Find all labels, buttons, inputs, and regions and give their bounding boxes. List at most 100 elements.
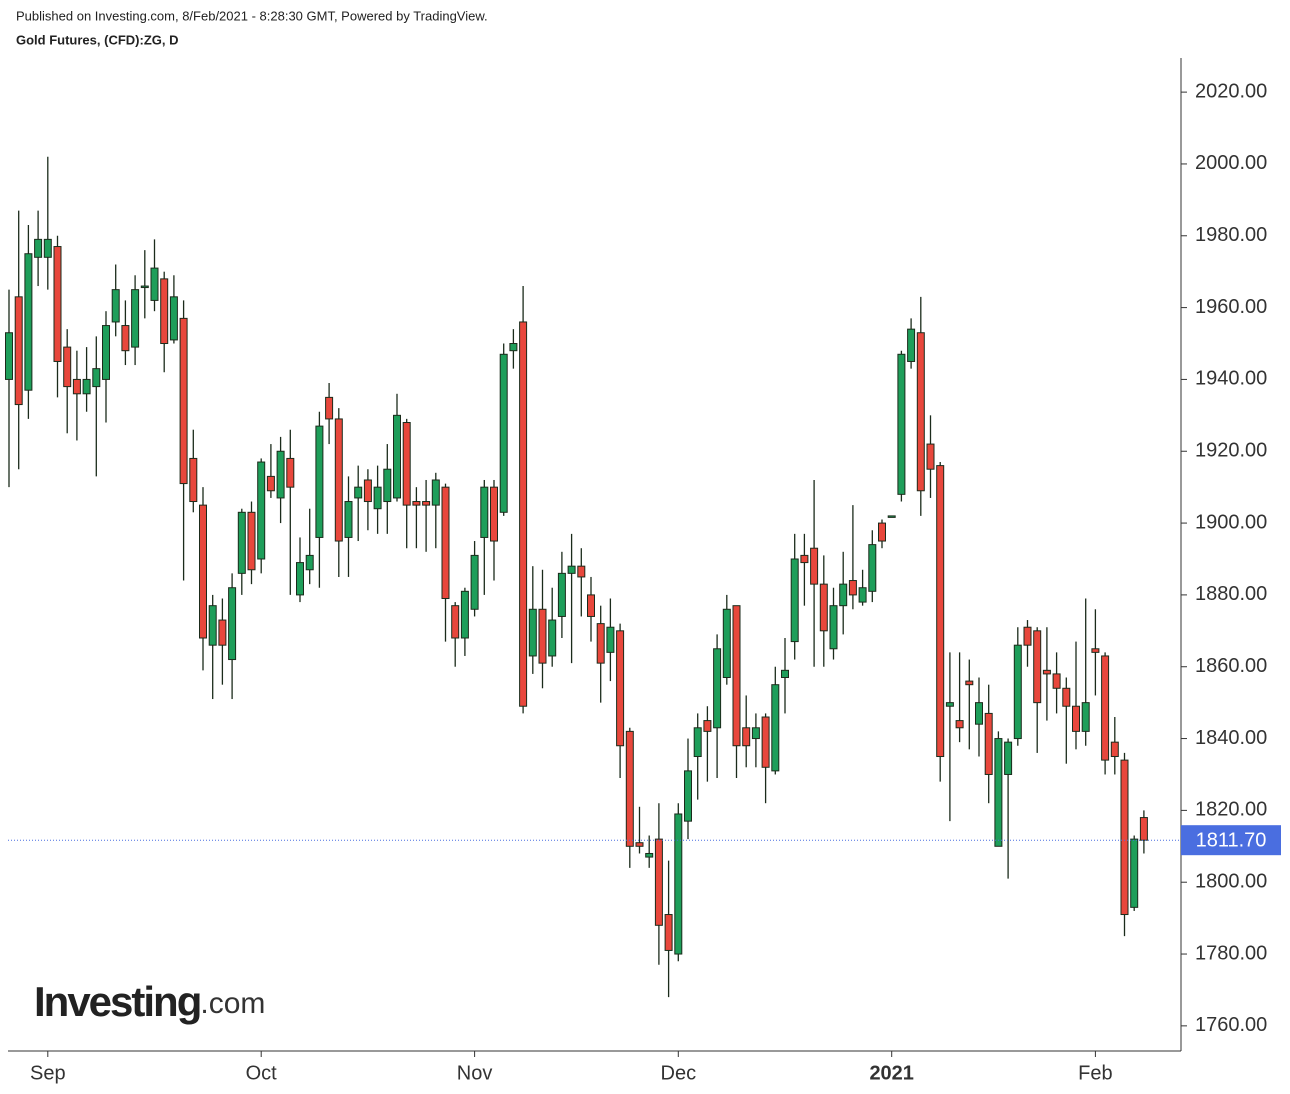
candle-body: [567, 565, 576, 574]
candle-body: [548, 619, 557, 657]
candle-body: [800, 554, 809, 564]
candle-body: [102, 325, 110, 380]
candle-body: [315, 425, 324, 538]
candle-body: [984, 712, 993, 775]
x-tick-label: 2021: [869, 1062, 914, 1084]
candle-body: [325, 396, 334, 420]
candle-body: [92, 368, 101, 388]
y-tick-label: 1760.00: [1195, 1014, 1267, 1036]
candle-body: [635, 842, 644, 847]
candle-body: [1120, 759, 1129, 916]
candle-body: [664, 914, 673, 951]
candle-body: [887, 515, 896, 518]
candle-body: [72, 378, 81, 395]
x-tick-label: Oct: [246, 1062, 278, 1084]
candle-body: [538, 608, 547, 664]
candle-body: [34, 238, 43, 258]
candle-body: [528, 608, 537, 657]
candle-body: [305, 554, 314, 571]
candle-body: [441, 486, 450, 599]
candle-body: [412, 501, 421, 506]
candle-body: [53, 246, 62, 362]
candle-body: [761, 716, 770, 768]
candle-body: [645, 852, 654, 858]
candle-body: [1013, 644, 1022, 740]
candle-body: [266, 475, 275, 492]
candle-body: [422, 501, 431, 506]
candle-body: [654, 838, 663, 926]
current-price-box: [1181, 825, 1281, 856]
candle-body: [975, 702, 983, 725]
y-tick-label: 1960.00: [1195, 296, 1267, 318]
candle-body: [713, 648, 722, 729]
candle-body: [460, 590, 469, 639]
candle-body: [451, 605, 460, 639]
candle-body: [470, 554, 479, 610]
candle-body: [1110, 741, 1119, 758]
candle-body: [169, 296, 178, 341]
y-tick-label: 1860.00: [1195, 655, 1267, 677]
candle-body: [63, 346, 72, 388]
logo-brand: Investing: [34, 978, 200, 1025]
candle-body: [742, 727, 751, 747]
y-tick-label: 1840.00: [1195, 727, 1267, 749]
candle-body: [150, 267, 159, 301]
candle-body: [393, 414, 401, 499]
candle-body: [703, 720, 712, 732]
candle-body: [916, 332, 925, 492]
candle-body: [1052, 673, 1061, 689]
logo-suffix: .com: [200, 987, 265, 1020]
candle-body: [839, 583, 848, 607]
candle-body: [587, 594, 595, 617]
y-tick-label: 2020.00: [1195, 80, 1267, 102]
candle-body: [771, 684, 780, 772]
y-tick-label: 1940.00: [1195, 368, 1267, 390]
candle-body: [480, 486, 489, 538]
candle-body: [829, 605, 838, 650]
candle-body: [431, 479, 440, 506]
candle-body: [790, 558, 799, 643]
candle-body: [577, 565, 586, 578]
y-tick-label: 1880.00: [1195, 583, 1267, 605]
candle-body: [519, 321, 528, 707]
candle-body: [218, 619, 227, 646]
candle-body: [781, 669, 789, 679]
candle-body: [140, 285, 149, 289]
candle-body: [5, 332, 13, 380]
candle-body: [354, 486, 363, 499]
candle-body: [1130, 838, 1139, 908]
candle-body: [926, 443, 935, 470]
y-tick-label: 1980.00: [1195, 224, 1267, 246]
candle-body: [1139, 817, 1148, 841]
candle-body: [383, 468, 392, 503]
candle-body: [43, 238, 52, 258]
candle-body: [344, 501, 353, 538]
candle-body: [276, 450, 285, 499]
candle-body: [722, 608, 731, 679]
candle-body: [199, 504, 207, 639]
candle-body: [751, 727, 760, 740]
x-tick-label: Dec: [661, 1062, 697, 1084]
y-tick-label: 2000.00: [1195, 152, 1267, 174]
candle-body: [111, 289, 120, 323]
candle-body: [693, 727, 702, 758]
candle-body: [606, 626, 615, 653]
candle-body: [257, 461, 266, 560]
candle-body: [616, 630, 625, 747]
candle-body: [189, 457, 198, 503]
candle-body: [286, 457, 295, 488]
candle-body: [363, 479, 372, 503]
candle-body: [878, 522, 886, 542]
candle-body: [499, 353, 508, 513]
candle-body: [1042, 669, 1051, 675]
candle-body: [868, 544, 877, 592]
candle-body: [228, 587, 237, 661]
candle-body: [509, 343, 518, 352]
candle-body: [1033, 630, 1042, 704]
candle-body: [179, 317, 188, 485]
candle-body: [810, 547, 819, 585]
candle-body: [858, 587, 867, 603]
candle-body: [1062, 687, 1071, 707]
candle-body: [296, 562, 304, 596]
published-note: Published on Investing.com, 8/Feb/2021 -…: [16, 8, 488, 23]
